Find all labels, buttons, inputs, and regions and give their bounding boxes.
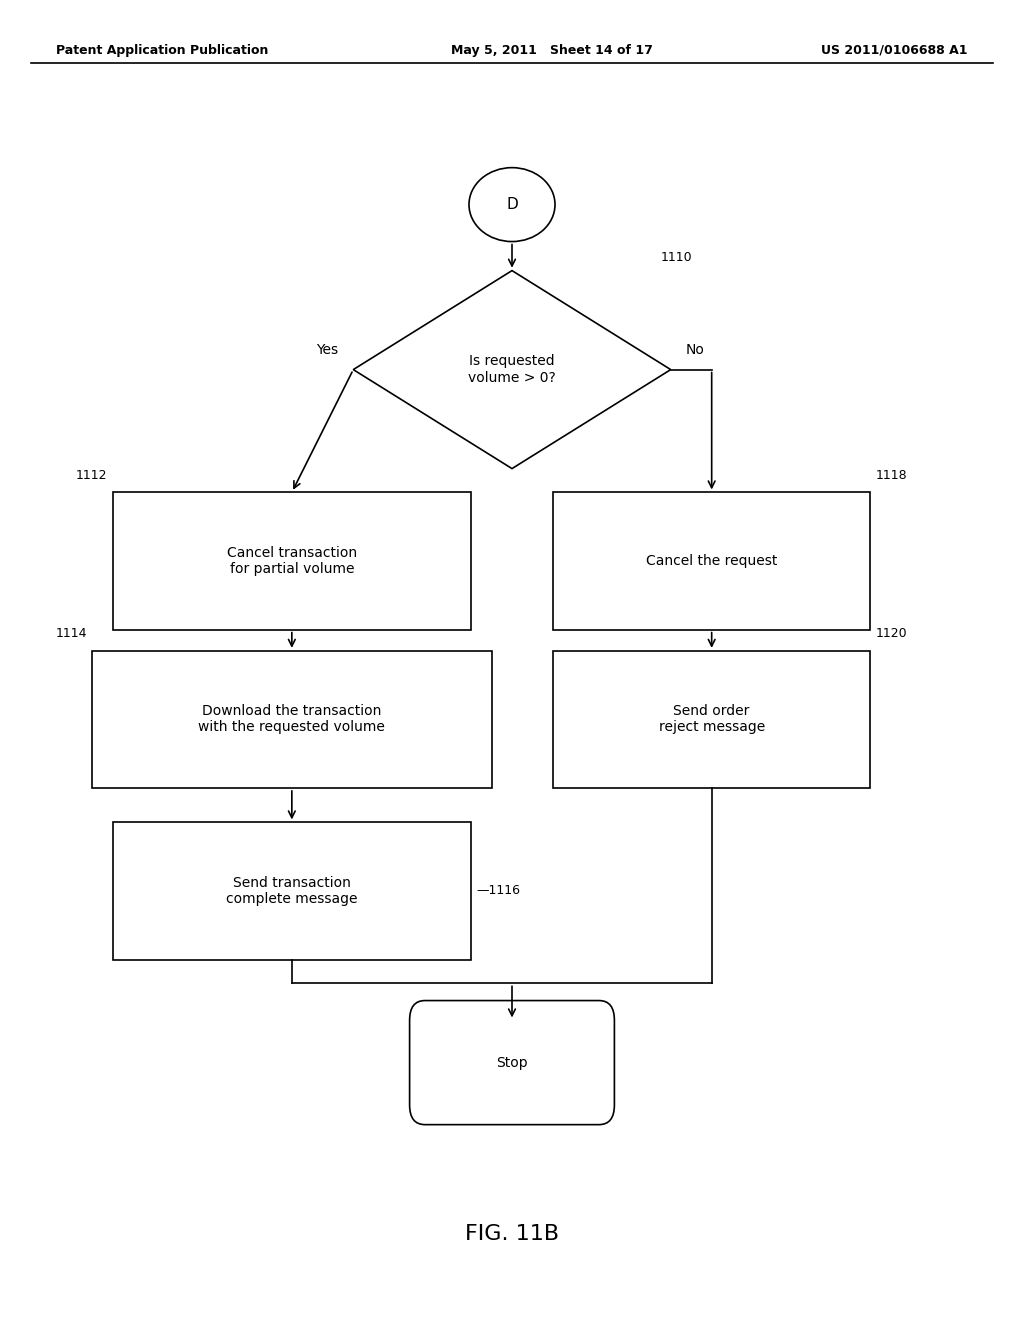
Text: Patent Application Publication: Patent Application Publication bbox=[56, 44, 268, 57]
FancyBboxPatch shape bbox=[553, 651, 870, 788]
Ellipse shape bbox=[469, 168, 555, 242]
Text: No: No bbox=[686, 343, 705, 356]
Polygon shape bbox=[353, 271, 671, 469]
Text: 1114: 1114 bbox=[55, 627, 87, 640]
Text: Download the transaction
with the requested volume: Download the transaction with the reques… bbox=[199, 705, 385, 734]
Text: —1116: —1116 bbox=[476, 884, 520, 898]
Text: Send order
reject message: Send order reject message bbox=[658, 705, 765, 734]
Text: Yes: Yes bbox=[315, 343, 338, 356]
Text: 1110: 1110 bbox=[660, 251, 692, 264]
FancyBboxPatch shape bbox=[113, 822, 471, 960]
Text: May 5, 2011   Sheet 14 of 17: May 5, 2011 Sheet 14 of 17 bbox=[451, 44, 652, 57]
FancyBboxPatch shape bbox=[410, 1001, 614, 1125]
FancyBboxPatch shape bbox=[92, 651, 492, 788]
Text: US 2011/0106688 A1: US 2011/0106688 A1 bbox=[821, 44, 968, 57]
Text: Cancel transaction
for partial volume: Cancel transaction for partial volume bbox=[226, 546, 357, 576]
Text: Cancel the request: Cancel the request bbox=[646, 554, 777, 568]
Text: 1118: 1118 bbox=[876, 469, 907, 482]
Text: Is requested
volume > 0?: Is requested volume > 0? bbox=[468, 355, 556, 384]
Text: 1112: 1112 bbox=[76, 469, 108, 482]
FancyBboxPatch shape bbox=[553, 492, 870, 630]
Text: 1120: 1120 bbox=[876, 627, 907, 640]
Text: Stop: Stop bbox=[497, 1056, 527, 1069]
Text: Send transaction
complete message: Send transaction complete message bbox=[226, 876, 357, 906]
FancyBboxPatch shape bbox=[113, 492, 471, 630]
Text: D: D bbox=[506, 197, 518, 213]
Text: FIG. 11B: FIG. 11B bbox=[465, 1224, 559, 1245]
